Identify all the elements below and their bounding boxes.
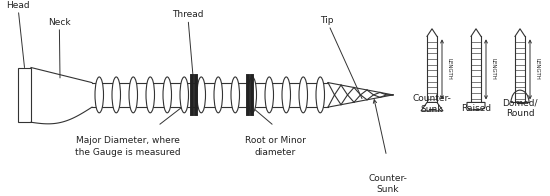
Ellipse shape — [282, 77, 290, 113]
Text: Root or Minor
diameter: Root or Minor diameter — [245, 136, 305, 157]
Ellipse shape — [299, 77, 307, 113]
Text: Counter-
Sunk: Counter- Sunk — [368, 174, 408, 194]
Polygon shape — [467, 103, 485, 110]
Ellipse shape — [197, 77, 206, 113]
Text: Neck: Neck — [48, 18, 70, 78]
Bar — [18, 67, 31, 122]
Ellipse shape — [146, 77, 155, 113]
Text: Domed/
Round: Domed/ Round — [502, 98, 538, 118]
Ellipse shape — [248, 77, 256, 113]
Text: Major Diameter, where
the Gauge is measured: Major Diameter, where the Gauge is measu… — [75, 136, 181, 157]
Ellipse shape — [316, 77, 324, 113]
Text: Raised: Raised — [461, 104, 491, 113]
Ellipse shape — [95, 77, 103, 113]
Text: LENGTH: LENGTH — [534, 58, 539, 80]
Text: LENGTH: LENGTH — [490, 58, 495, 80]
Ellipse shape — [265, 77, 273, 113]
Ellipse shape — [129, 77, 138, 113]
Ellipse shape — [214, 77, 223, 113]
Text: LENGTH: LENGTH — [446, 58, 451, 80]
Text: Tip: Tip — [320, 16, 362, 99]
Ellipse shape — [163, 77, 172, 113]
Text: Thread: Thread — [172, 10, 204, 76]
Ellipse shape — [231, 77, 239, 113]
Ellipse shape — [180, 77, 189, 113]
Polygon shape — [421, 103, 443, 111]
Ellipse shape — [112, 77, 120, 113]
Text: Counter-
Sunk: Counter- Sunk — [412, 94, 452, 114]
Text: Head: Head — [6, 1, 30, 67]
